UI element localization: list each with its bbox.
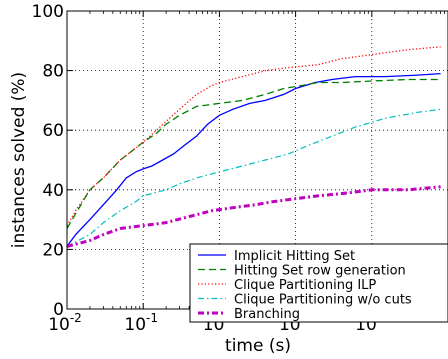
y-tick-label: 80 <box>42 62 64 82</box>
y-tick-label: 40 <box>42 181 64 201</box>
series-line-3 <box>67 46 441 226</box>
legend-label-5: Branching <box>234 307 300 322</box>
y-tick-label: 0 <box>53 300 64 320</box>
y-tick-label: 100 <box>32 2 64 22</box>
y-tick-label: 60 <box>42 121 64 141</box>
y-tick-label: 20 <box>42 240 64 260</box>
legend-label-4: Clique Partitioning w/o cuts <box>234 293 412 308</box>
x-tick-label: 10-2 <box>48 311 82 335</box>
series-line-4 <box>67 108 441 247</box>
legend-label-3: Clique Partitioning ILP <box>234 278 376 293</box>
x-tick-label: 10-1 <box>124 311 158 335</box>
legend-box <box>189 243 448 323</box>
x-axis-label: time (s) <box>225 336 291 356</box>
y-axis-label: instances solved (%) <box>9 72 29 248</box>
plot-series <box>67 46 441 248</box>
series-line-1 <box>67 72 441 247</box>
series-line-5 <box>67 185 441 248</box>
legend-label-1: Implicit Hitting Set <box>234 249 355 264</box>
legend-label-2: Hitting Set row generation <box>234 264 406 279</box>
